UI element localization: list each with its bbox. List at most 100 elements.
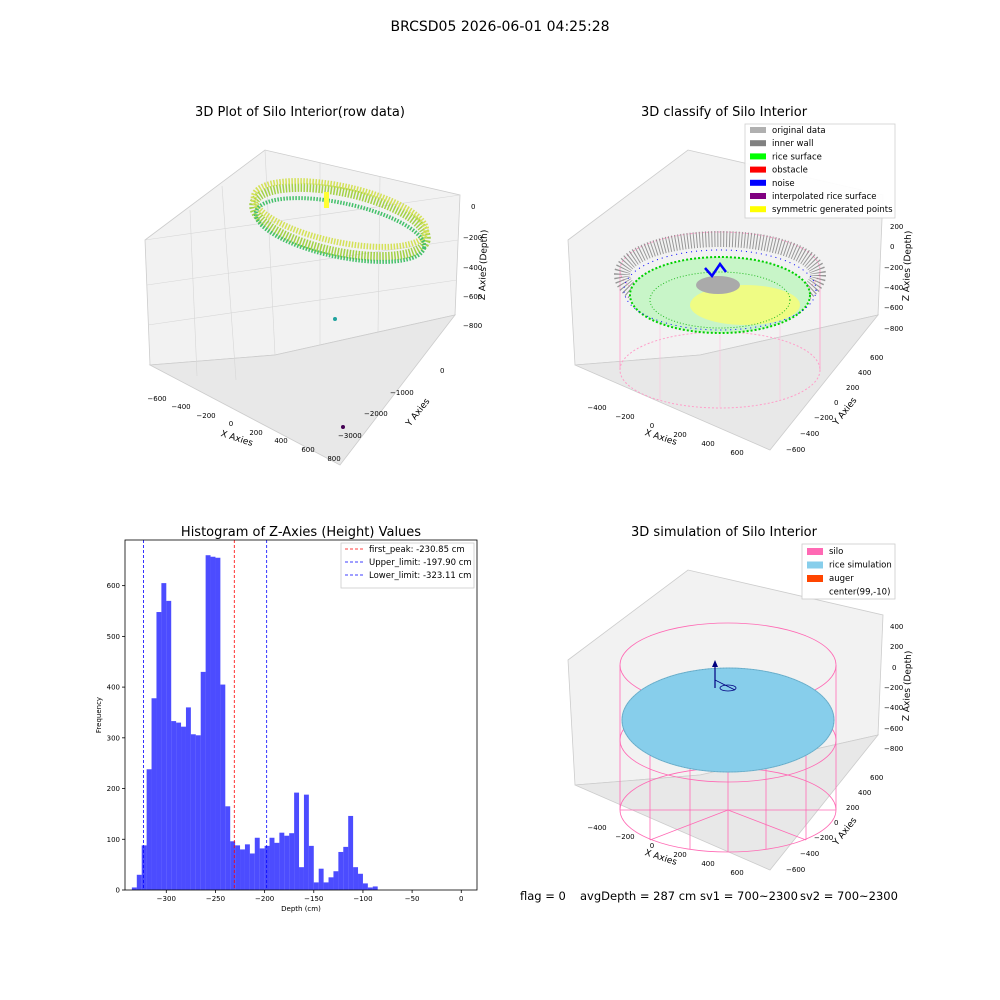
histogram-y-label: Frequency [95,697,103,733]
raw-x-ticks: −600 −400 −200 0 200 400 600 800 [147,395,340,463]
histogram-y-ticks: 0 100 200 300 400 500 600 [107,582,125,895]
histogram-bar [244,844,250,890]
svg-text:−200: −200 [196,412,215,420]
svg-text:200: 200 [249,429,262,437]
svg-text:200: 200 [890,223,903,231]
histogram-bar [210,556,216,890]
histogram-x-tick-label: 0 [459,895,463,903]
svg-text:−200: −200 [884,264,903,272]
classify-legend: original data inner wall rice surface obsta… [744,123,896,219]
svg-text:0: 0 [890,243,894,251]
classify-legend-swatch [750,153,766,160]
histogram-bar [141,845,147,890]
histogram-bar [215,557,221,890]
svg-text:−200: −200 [615,833,634,841]
simulation-legend-swatch [807,561,823,569]
svg-text:0: 0 [834,819,838,827]
histogram-x-tick-label: −200 [255,895,274,903]
histogram-y-tick-label: 300 [107,734,120,742]
svg-text:400: 400 [274,437,287,445]
histogram-x-tick-label: −100 [353,895,372,903]
svg-text:−400: −400 [587,824,606,832]
svg-text:−400: −400 [884,704,903,712]
svg-text:−400: −400 [587,404,606,412]
status-sv1: sv1 = 700~2300 [700,889,798,903]
svg-text:−400: −400 [800,850,819,858]
status-line: flag = 0 avgDepth = 287 cm sv1 = 700~230… [520,889,898,903]
classify-legend-label: obstacle [772,166,808,176]
histogram-bar [190,734,196,890]
raw-pane-floor [148,314,456,466]
svg-text:−2000: −2000 [364,410,388,418]
histogram-y-tick-label: 100 [107,836,120,844]
svg-text:−800: −800 [463,322,482,330]
histogram-y-tick-label: 400 [107,684,120,692]
panel-simulation: 3D simulation of Silo Interior [567,525,914,877]
simulation-legend-label: auger [829,574,854,584]
svg-text:600: 600 [301,446,314,454]
histogram-y-tick-label: 200 [107,785,120,793]
histogram-bar [166,600,172,890]
svg-text:−600: −600 [463,293,482,301]
classify-z-label: Z Axies (Depth) [902,231,914,302]
simulation-z-label: Z Axies (Depth) [902,651,914,722]
svg-text:200: 200 [890,643,903,651]
histogram-bar [362,883,368,890]
svg-text:−200: −200 [884,684,903,692]
simulation-legend: silo rice simulation auger center(99,-10) [801,543,896,600]
svg-text:−200: −200 [463,234,482,242]
svg-text:−400: −400 [800,430,819,438]
histogram-bar [348,815,354,890]
raw-y-ticks: 0 −1000 −2000 −3000 [338,367,444,440]
simulation-z-ticks: 400 200 0 −200 −400 −600 −800 [884,623,903,753]
histogram-bar [308,845,314,890]
svg-text:200: 200 [673,431,686,439]
simulation-x-ticks: −400 −200 0 200 400 600 [587,824,743,877]
svg-text:600: 600 [730,449,743,457]
simulation-title: 3D simulation of Silo Interior [631,525,818,540]
svg-text:0: 0 [650,842,654,850]
raw-z-ticks: 0 −200 −400 −600 −800 [463,203,482,330]
histogram-bar [131,887,137,890]
classify-legend-label: interpolated rice surface [772,192,877,202]
classify-legend-label: inner wall [772,139,813,149]
histogram-frame [124,539,478,891]
histogram-bars [131,555,378,890]
svg-text:400: 400 [890,623,903,631]
histogram-bar [367,887,373,890]
histogram-bar [181,726,186,890]
histogram-x-tick-label: −50 [405,895,420,903]
classify-legend-label: rice surface [772,152,822,162]
svg-text:600: 600 [870,354,883,362]
panel-raw: 3D Plot of Silo Interior(row data) −6 [144,105,490,466]
histogram-bar [303,794,309,890]
histogram-bar [338,851,344,890]
svg-text:−400: −400 [884,284,903,292]
svg-text:400: 400 [701,860,714,868]
histogram-bar [205,555,211,890]
svg-text:400: 400 [858,369,871,377]
histogram-bar [313,882,319,890]
raw-title: 3D Plot of Silo Interior(row data) [195,105,405,120]
histogram-x-tick-label: −250 [206,895,225,903]
classify-legend-label: original data [772,126,826,136]
raw-z-label: Z Axies (Depth) [478,230,490,301]
svg-text:400: 400 [701,440,714,448]
histogram-bar [284,835,290,890]
classify-legend-swatch [750,193,766,199]
histogram-title: Histogram of Z-Axies (Height) Values [181,525,421,540]
svg-text:200: 200 [846,384,859,392]
histogram-legend-label: Lower_limit: -323.11 cm [369,571,471,581]
svg-text:0: 0 [471,203,475,211]
svg-text:−800: −800 [884,325,903,333]
histogram-x-ticks: −300 −250 −200 −150 −100 −50 0 [157,890,464,903]
histogram-legend-label: Upper_limit: -197.90 cm [369,558,472,568]
svg-text:0: 0 [892,664,896,672]
simulation-legend-label: rice simulation [829,561,892,571]
status-avg-depth: avgDepth = 287 cm [580,889,696,903]
histogram-bar [333,871,339,890]
svg-text:200: 200 [846,804,859,812]
histogram-bar [323,882,329,890]
histogram-bar [156,612,162,890]
histogram-bar [299,867,304,890]
